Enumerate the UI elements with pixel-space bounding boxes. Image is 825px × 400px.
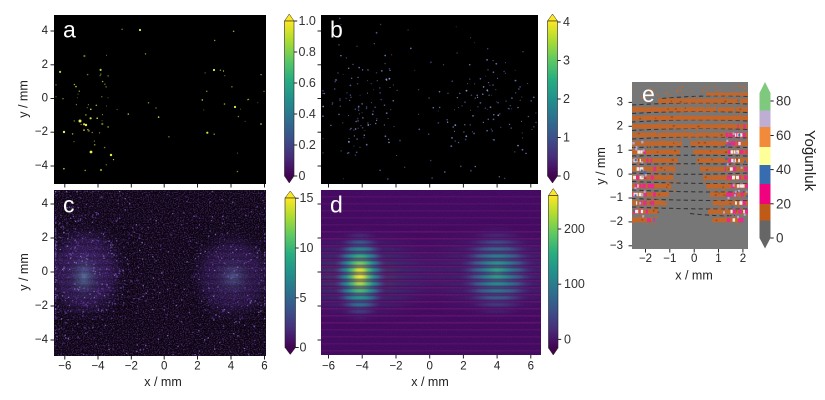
svg-text:2: 2	[42, 232, 48, 244]
svg-text:100: 100	[564, 277, 585, 291]
svg-text:1: 1	[563, 131, 570, 145]
svg-text:x / mm: x / mm	[675, 269, 713, 283]
svg-text:1: 1	[715, 253, 721, 265]
svg-text:Yoğunluk: Yoğunluk	[801, 130, 818, 192]
svg-text:4: 4	[228, 361, 235, 373]
svg-text:0.6: 0.6	[299, 76, 316, 90]
svg-text:−4: −4	[35, 160, 49, 172]
svg-text:0: 0	[563, 169, 570, 183]
svg-text:5: 5	[300, 291, 307, 305]
svg-text:−4: −4	[356, 361, 370, 373]
svg-text:0: 0	[564, 332, 571, 346]
svg-text:x / mm: x / mm	[144, 375, 182, 389]
svg-text:−2: −2	[610, 216, 623, 228]
svg-text:4: 4	[494, 361, 501, 373]
svg-text:0: 0	[776, 231, 784, 246]
svg-text:2: 2	[563, 92, 570, 106]
svg-text:40: 40	[776, 162, 791, 177]
svg-text:0: 0	[617, 168, 623, 180]
svg-text:0: 0	[161, 361, 167, 373]
svg-text:e: e	[642, 81, 655, 107]
svg-text:0.2: 0.2	[299, 138, 316, 152]
svg-text:4: 4	[42, 25, 49, 37]
svg-text:0: 0	[691, 253, 697, 265]
svg-text:0: 0	[299, 169, 306, 183]
svg-text:2: 2	[740, 253, 746, 265]
svg-text:0: 0	[426, 361, 432, 373]
svg-text:−2: −2	[125, 361, 138, 373]
svg-text:20: 20	[776, 196, 791, 211]
svg-text:10: 10	[300, 241, 314, 255]
svg-text:2: 2	[42, 59, 48, 71]
svg-text:1.0: 1.0	[299, 14, 316, 28]
svg-text:x / mm: x / mm	[411, 375, 449, 389]
svg-text:0: 0	[300, 341, 307, 355]
svg-text:80: 80	[776, 94, 791, 109]
svg-text:15: 15	[300, 191, 314, 205]
svg-text:60: 60	[776, 128, 791, 143]
svg-text:200: 200	[564, 222, 585, 236]
svg-text:3: 3	[563, 54, 570, 68]
svg-text:4: 4	[42, 198, 49, 210]
svg-text:0: 0	[42, 266, 48, 278]
svg-text:−3: −3	[610, 240, 623, 252]
svg-text:−2: −2	[35, 126, 48, 138]
svg-text:−1: −1	[610, 192, 623, 204]
svg-text:b: b	[330, 17, 343, 43]
svg-text:−2: −2	[639, 253, 652, 265]
svg-text:2: 2	[194, 361, 200, 373]
svg-text:y / mm: y / mm	[17, 253, 31, 291]
svg-text:c: c	[63, 192, 75, 218]
svg-text:−2: −2	[35, 300, 48, 312]
svg-text:2: 2	[460, 361, 466, 373]
svg-text:y / mm: y / mm	[594, 147, 608, 185]
svg-text:−1: −1	[663, 253, 676, 265]
svg-text:0: 0	[42, 93, 48, 105]
svg-text:−6: −6	[58, 361, 71, 373]
svg-text:4: 4	[563, 15, 570, 29]
svg-text:−2: −2	[389, 361, 402, 373]
svg-text:1: 1	[617, 144, 623, 156]
svg-text:0.8: 0.8	[299, 45, 316, 59]
svg-text:0.4: 0.4	[299, 107, 316, 121]
svg-text:6: 6	[528, 361, 534, 373]
svg-text:3: 3	[617, 96, 623, 108]
svg-text:d: d	[330, 192, 343, 218]
svg-text:y / mm: y / mm	[17, 80, 31, 118]
svg-text:2: 2	[617, 120, 623, 132]
svg-text:6: 6	[261, 361, 267, 373]
svg-text:a: a	[63, 17, 76, 43]
svg-text:−4: −4	[91, 361, 105, 373]
svg-text:−4: −4	[35, 334, 49, 346]
svg-text:−6: −6	[322, 361, 335, 373]
